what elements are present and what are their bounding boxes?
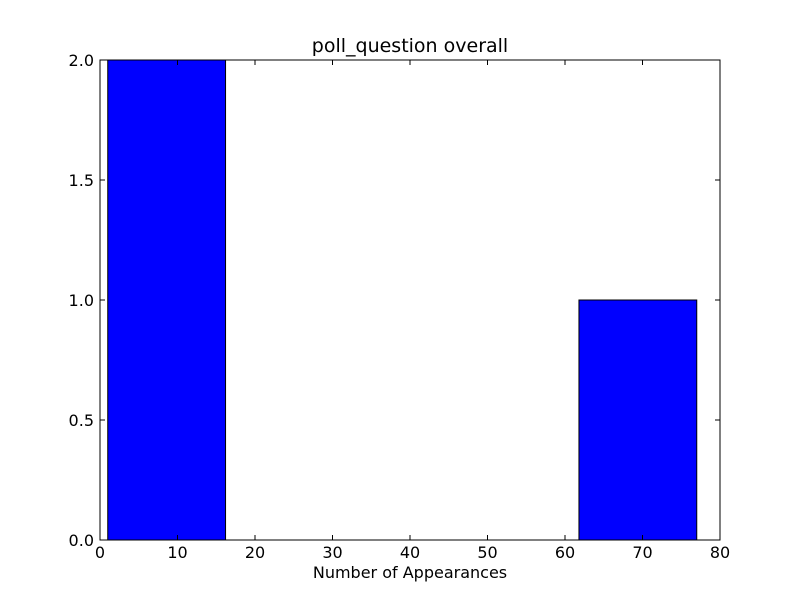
x-tick-label: 0 <box>95 543 105 562</box>
x-tick-label: 40 <box>400 543 420 562</box>
x-tick-label: 10 <box>167 543 187 562</box>
y-tick-label: 1.5 <box>69 171 94 190</box>
axis-ticks: 0 10 20 30 40 50 60 70 80 0.0 0.5 1.0 1.5 2.0 <box>69 51 731 562</box>
x-tick-label: 80 <box>710 543 730 562</box>
y-tick-label: 2.0 <box>69 51 94 70</box>
x-tick-label: 20 <box>245 543 265 562</box>
x-tick-label: 70 <box>632 543 652 562</box>
histogram-bar <box>107 59 227 541</box>
bars <box>107 59 698 541</box>
y-tick-label: 1.0 <box>69 291 94 310</box>
chart-title: poll_question overall <box>312 35 508 57</box>
x-tick-label: 30 <box>322 543 342 562</box>
x-tick-label: 50 <box>477 543 497 562</box>
y-tick-label: 0.5 <box>69 411 94 430</box>
x-axis-title: Number of Appearances <box>313 563 507 582</box>
x-tick-label: 60 <box>555 543 575 562</box>
y-tick-label: 0.0 <box>69 531 94 550</box>
histogram-bar <box>578 299 698 541</box>
